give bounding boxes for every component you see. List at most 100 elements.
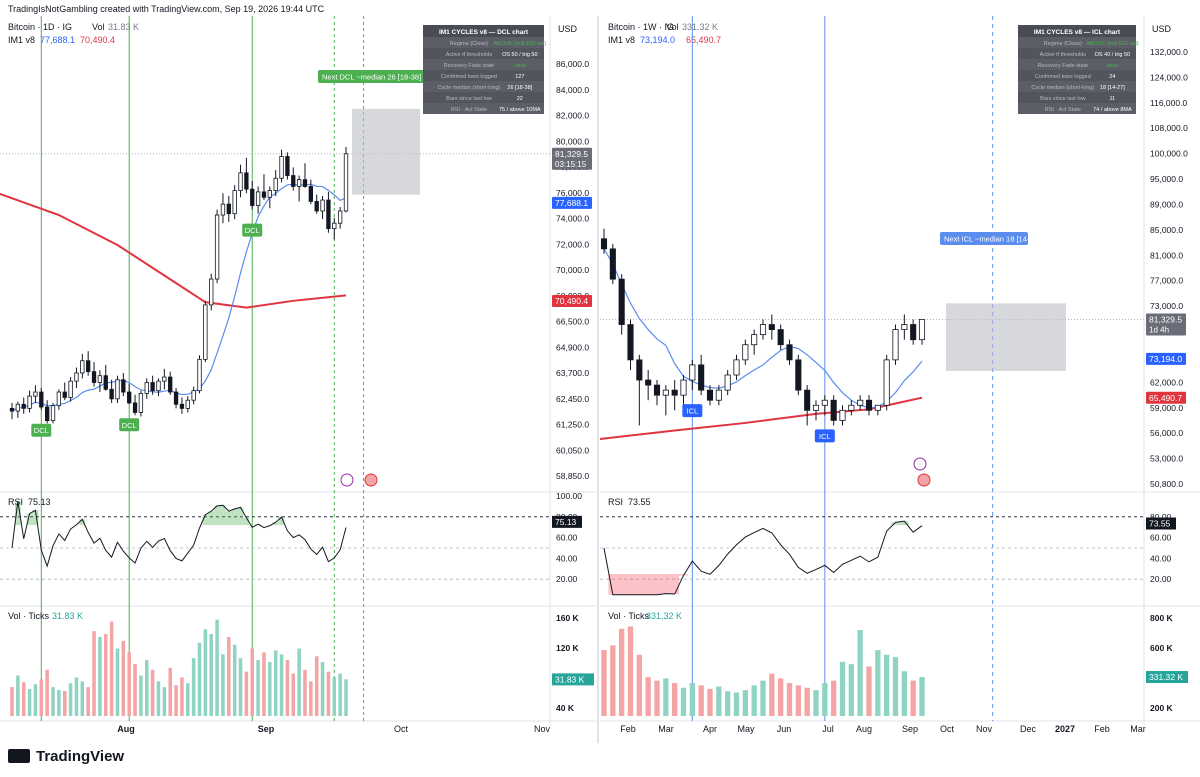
candle-body: [21, 403, 26, 409]
candle: [162, 368, 167, 390]
price-tick-label: 62,450.0: [556, 394, 589, 404]
volume-bar: [672, 683, 678, 716]
candle-body: [185, 399, 190, 409]
candle: [173, 387, 179, 409]
price-badge-countdown: 1d 4h: [1149, 326, 1169, 335]
time-axis-label: Aug: [117, 724, 135, 734]
candle: [91, 362, 97, 387]
price-tick-label: 60,050.0: [556, 445, 589, 455]
candle: [680, 375, 687, 406]
sma-line: [11, 183, 347, 412]
volume-bar: [320, 662, 325, 716]
rsi-oversold-fill: [670, 574, 680, 595]
price-badge-value: 73,194.0: [1149, 354, 1182, 364]
volume-bar: [121, 640, 126, 716]
price-tick-label: 124,000.0: [1150, 72, 1188, 82]
candle-body: [156, 380, 161, 392]
rsi-oversold-fill: [652, 574, 662, 595]
candle-body: [742, 344, 749, 361]
candle: [285, 152, 290, 180]
volume-bar: [733, 692, 740, 716]
volume-bar: [162, 687, 167, 716]
volume-bar: [191, 658, 196, 716]
cycle-low-marker: ICL: [682, 404, 703, 418]
daily-chart-panel[interactable]: Bitcoin · 1D · IG Vol 31.83 K IM1 v8 77,688.…: [0, 16, 596, 743]
candle-body: [812, 404, 820, 411]
info-table-row: [423, 81, 544, 92]
rsi-overbought-fill: [208, 511, 215, 526]
rsi-tick-label: 100.00: [556, 491, 582, 501]
news-flash-icon-shape: [340, 473, 354, 487]
volume-bar: [725, 691, 731, 716]
info-table-row: [1018, 81, 1136, 92]
volume-bar: [92, 631, 96, 716]
volume-bar: [760, 680, 766, 716]
candle: [777, 324, 784, 350]
candle-body: [291, 175, 296, 187]
volume-bar: [27, 689, 32, 716]
candle: [839, 405, 846, 426]
volume-bar: [610, 645, 616, 716]
volume-bar: [892, 657, 899, 716]
cycle-marker-label: DCL: [34, 426, 49, 435]
weekly-chart-panel[interactable]: Bitcoin · 1W · IG Vol 331.32 K IM1 v8 73,194…: [595, 16, 1200, 743]
candle-body: [724, 374, 731, 391]
volume-bar: [778, 678, 784, 716]
price-tick-label: 108,000.0: [1150, 123, 1188, 133]
currency-label: USD: [558, 24, 578, 34]
candle-body: [220, 203, 226, 216]
candle: [144, 378, 149, 399]
volume-bar: [156, 681, 161, 716]
info-table-row: [423, 48, 544, 59]
price-tick-label: 58,850.0: [556, 471, 589, 481]
candle-body: [267, 190, 272, 198]
candle: [127, 383, 132, 405]
candle-body: [302, 179, 308, 187]
volume-bar: [627, 626, 634, 716]
price-tick-label: 86,000.0: [556, 59, 589, 69]
candle-body: [715, 389, 722, 401]
projection-label-bg: [940, 232, 1028, 245]
info-table-key: Confirmed lows logged: [1035, 74, 1091, 80]
volume-bar: [250, 648, 255, 716]
chart-legend-title: Bitcoin · 1D · IG: [8, 22, 72, 32]
info-table-key: Recovery Fade state: [444, 63, 495, 69]
rsi-oversold-fill: [617, 574, 627, 595]
projection-label: Next ICL ~median 18 [14-27]: [940, 232, 1040, 245]
candle: [671, 380, 678, 411]
candle-body: [609, 248, 616, 280]
candle-body: [162, 376, 167, 382]
rsi-legend-label: RSI: [608, 497, 623, 507]
volume-bar: [804, 687, 810, 716]
candle-body: [279, 156, 284, 179]
price-badge-bg: [552, 196, 592, 209]
info-table-title: IM1 CYCLES v8 — ICL chart: [1034, 29, 1121, 36]
volume-bar: [848, 664, 854, 716]
candle: [918, 319, 926, 345]
tradingview-logo[interactable]: TradingView: [8, 745, 124, 767]
volume-bar: [133, 663, 137, 716]
time-axis-label: Feb: [1094, 724, 1110, 734]
panel-divider[interactable]: [597, 16, 599, 743]
time-axis-label: Mar: [1130, 724, 1146, 734]
candle: [156, 378, 161, 397]
volume-bar: [262, 652, 266, 716]
candle-body: [179, 403, 185, 409]
info-table-key: RSI · Act State: [451, 107, 487, 113]
volume-bar: [273, 650, 278, 716]
candle-body: [115, 379, 120, 400]
info-table-row: [1018, 48, 1136, 59]
candle: [759, 319, 767, 340]
price-tick-label: 74,000.0: [556, 214, 589, 224]
candle: [874, 404, 881, 416]
projection-zone: [946, 303, 1066, 371]
rsi-legend-value: 75.13: [28, 497, 51, 507]
candle-body: [132, 402, 138, 413]
time-axis-label: Apr: [703, 724, 717, 734]
volume-bar: [875, 650, 881, 716]
candle: [39, 387, 44, 410]
volume-value-badge-bg: [552, 673, 594, 686]
price-tick-label: 80,000.0: [556, 136, 589, 146]
